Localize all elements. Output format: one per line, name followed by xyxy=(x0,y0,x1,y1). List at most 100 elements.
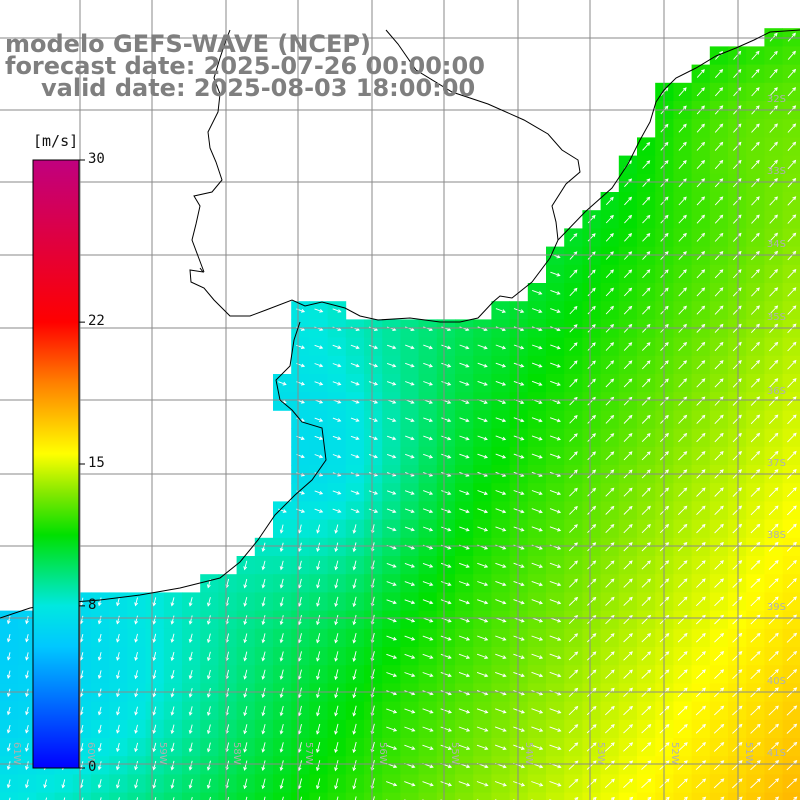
wind-arrow-head xyxy=(647,578,651,583)
wind-arrow xyxy=(605,506,615,515)
wind-arrow-head xyxy=(243,748,248,753)
wind-arrow-head xyxy=(315,748,320,754)
wind-arrow xyxy=(25,634,29,642)
wind-arrow xyxy=(714,651,724,661)
wind-arrow-head xyxy=(465,418,470,423)
wind-arrow xyxy=(714,669,724,680)
wind-arrow-head xyxy=(520,618,525,623)
wind-arrow-head xyxy=(682,178,687,183)
field-cell xyxy=(127,792,146,800)
wind-arrow-head xyxy=(279,693,284,699)
wind-arrow-head xyxy=(737,287,742,292)
wind-arrow xyxy=(495,671,506,677)
wind-arrow-head xyxy=(756,378,761,383)
wind-arrow xyxy=(549,508,561,513)
wind-arrow-head xyxy=(774,523,779,528)
wind-arrow xyxy=(135,670,138,679)
wind-arrow xyxy=(549,453,561,459)
wind-arrow xyxy=(531,653,543,659)
wind-arrow xyxy=(334,741,339,753)
wind-arrow-head xyxy=(629,796,634,800)
wind-arrow xyxy=(225,615,230,625)
wind-arrow xyxy=(513,635,525,641)
wind-arrow-head xyxy=(610,760,615,765)
wind-arrow-head xyxy=(756,669,761,674)
wind-arrow-head xyxy=(188,784,193,789)
wind-arrow-head xyxy=(719,505,724,510)
wind-arrow xyxy=(732,487,742,497)
wind-arrow xyxy=(714,396,724,406)
wind-arrow-head xyxy=(646,505,651,510)
wind-arrow-head xyxy=(719,378,724,383)
wind-arrow-head xyxy=(520,764,526,769)
wind-arrow-head xyxy=(610,505,615,510)
wind-arrow-head xyxy=(682,105,687,110)
wind-arrow-head xyxy=(573,487,578,492)
wind-arrow-head xyxy=(502,400,507,404)
wind-arrow xyxy=(768,396,779,406)
wind-arrow-head xyxy=(793,705,798,710)
wind-arrow xyxy=(574,797,579,800)
wind-arrow-head xyxy=(334,584,339,589)
wind-arrow xyxy=(787,360,797,370)
wind-arrow-head xyxy=(170,675,175,680)
wind-arrow-head xyxy=(297,584,302,589)
wind-arrow xyxy=(477,508,488,513)
wind-arrow-head xyxy=(502,728,507,732)
wind-arrow-head xyxy=(737,341,742,346)
wind-arrow-head xyxy=(279,602,284,607)
wind-arrow xyxy=(714,287,724,297)
wind-arrow-head xyxy=(25,692,29,698)
wind-arrow-head xyxy=(683,323,687,328)
wind-arrow-head xyxy=(774,541,779,546)
wind-arrow xyxy=(280,578,284,588)
wind-arrow-head xyxy=(720,614,724,619)
wind-arrow xyxy=(768,505,779,516)
wind-arrow xyxy=(768,560,779,570)
wind-arrow-head xyxy=(520,582,525,587)
wind-arrow-head xyxy=(410,582,416,586)
wind-arrow-head xyxy=(261,547,266,552)
wind-arrow-head xyxy=(683,560,688,565)
wind-arrow-head xyxy=(297,694,302,699)
wind-arrow xyxy=(441,344,451,349)
wind-arrow xyxy=(751,287,760,297)
wind-arrow xyxy=(350,508,360,513)
wind-arrow-head xyxy=(701,414,706,419)
wind-arrow-head xyxy=(737,141,742,146)
wind-arrow xyxy=(641,615,651,625)
wind-arrow xyxy=(786,778,797,789)
wind-arrow-head xyxy=(447,600,452,605)
wind-arrow xyxy=(298,742,302,753)
wind-arrow-head xyxy=(701,269,706,274)
wind-arrow xyxy=(278,381,287,385)
wind-arrow xyxy=(641,560,651,570)
wind-arrow-head xyxy=(646,178,651,183)
wind-arrow xyxy=(332,454,341,458)
wind-arrow xyxy=(441,417,451,422)
wind-arrow xyxy=(586,742,597,752)
wind-arrow xyxy=(458,708,470,714)
wind-arrow-head xyxy=(393,728,398,732)
wind-arrow-head xyxy=(756,305,760,310)
wind-arrow xyxy=(605,342,614,351)
wind-arrow-head xyxy=(756,614,761,619)
wind-arrow-head xyxy=(97,693,102,698)
wind-arrow-head xyxy=(792,50,796,55)
wind-arrow xyxy=(769,160,778,170)
wind-arrow-head xyxy=(792,414,797,419)
wind-arrow xyxy=(751,123,760,133)
wind-arrow xyxy=(769,214,778,224)
wind-arrow-head xyxy=(373,400,379,404)
field-cell xyxy=(236,792,256,800)
wind-arrow-head xyxy=(610,324,615,328)
wind-arrow xyxy=(171,706,175,716)
wind-arrow xyxy=(750,342,760,352)
wind-arrow-head xyxy=(592,578,597,583)
wind-arrow xyxy=(513,653,525,659)
wind-arrow xyxy=(569,397,578,406)
wind-arrow-head xyxy=(628,433,633,437)
wind-arrow xyxy=(623,433,633,443)
wind-arrow-head xyxy=(719,469,724,474)
wind-arrow-head xyxy=(392,636,397,641)
